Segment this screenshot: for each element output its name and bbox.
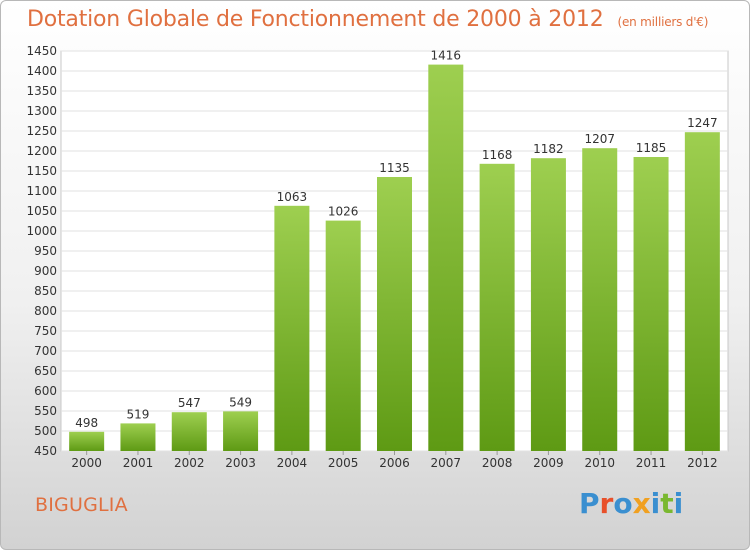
logo-letter: o xyxy=(613,487,633,520)
city-name: BIGUGLIA xyxy=(35,494,128,516)
y-tick-label: 1300 xyxy=(26,104,57,118)
logo-letter: x xyxy=(632,487,651,520)
bar-2008 xyxy=(479,163,515,452)
bar-2009 xyxy=(530,158,566,451)
x-tick-label: 2001 xyxy=(123,456,154,470)
chart-title: Dotation Globale de Fonctionnement de 20… xyxy=(27,7,708,32)
x-tick-label: 2004 xyxy=(277,456,308,470)
logo-letter: r xyxy=(599,487,614,520)
bar-2010 xyxy=(582,148,618,451)
x-tick-label: 2002 xyxy=(174,456,205,470)
bar-2000 xyxy=(69,431,105,451)
bar-value-label: 519 xyxy=(127,407,150,421)
bar-2011 xyxy=(633,157,669,451)
x-tick-label: 2006 xyxy=(379,456,410,470)
y-tick-label: 1200 xyxy=(26,144,57,158)
y-tick-label: 550 xyxy=(34,404,57,418)
x-tick-label: 2009 xyxy=(533,456,564,470)
x-tick-label: 2007 xyxy=(431,456,462,470)
x-axis-ticks: 2000 2001 2002 2003 2004 2005 2006 2007 2008 2009… xyxy=(71,451,718,470)
y-tick-label: 1350 xyxy=(26,84,57,98)
y-axis-ticks: 450 500 550 600 650 700 750 800 850 900 950 1000 105… xyxy=(26,44,57,458)
bar-value-label: 1207 xyxy=(584,132,615,146)
bar-2005 xyxy=(325,220,361,451)
y-tick-label: 1250 xyxy=(26,124,57,138)
y-tick-label: 500 xyxy=(34,424,57,438)
logo-letter: i xyxy=(673,487,684,520)
x-tick-label: 2011 xyxy=(636,456,667,470)
logo-letter: t xyxy=(660,487,674,520)
x-tick-label: 2008 xyxy=(482,456,513,470)
y-tick-label: 650 xyxy=(34,364,57,378)
bar-2003 xyxy=(223,411,259,451)
logo-letter: i xyxy=(650,487,661,520)
y-tick-label: 1150 xyxy=(26,164,57,178)
bar-value-label: 549 xyxy=(229,395,252,409)
y-tick-label: 600 xyxy=(34,384,57,398)
x-tick-label: 2000 xyxy=(71,456,102,470)
y-tick-label: 950 xyxy=(34,244,57,258)
x-tick-label: 2012 xyxy=(687,456,718,470)
bar-2004 xyxy=(274,205,310,451)
bar-2012 xyxy=(684,132,720,451)
y-tick-label: 750 xyxy=(34,324,57,338)
bar-value-label: 1416 xyxy=(431,49,462,63)
bar-value-label: 1026 xyxy=(328,205,359,219)
y-tick-label: 1400 xyxy=(26,64,57,78)
bar-2007 xyxy=(428,64,464,451)
bar-value-label: 1135 xyxy=(379,161,410,175)
y-tick-label: 700 xyxy=(34,344,57,358)
x-tick-label: 2010 xyxy=(584,456,615,470)
bar-value-label: 1182 xyxy=(533,142,564,156)
bar-value-label: 498 xyxy=(75,416,98,430)
logo-letter: P xyxy=(579,487,600,520)
x-tick-label: 2005 xyxy=(328,456,359,470)
y-tick-label: 1000 xyxy=(26,224,57,238)
y-tick-label: 1450 xyxy=(26,44,57,58)
bar-2002 xyxy=(171,412,207,451)
bar-value-label: 547 xyxy=(178,396,201,410)
chart-title-text: Dotation Globale de Fonctionnement de 20… xyxy=(27,7,604,32)
y-tick-label: 900 xyxy=(34,264,57,278)
chart-unit: (en milliers d'€) xyxy=(617,15,709,29)
proxiti-logo[interactable]: Proxiti xyxy=(579,487,683,520)
y-tick-label: 1050 xyxy=(26,204,57,218)
x-tick-label: 2003 xyxy=(225,456,256,470)
bar-value-label: 1185 xyxy=(636,141,667,155)
y-tick-label: 450 xyxy=(34,444,57,458)
y-tick-label: 850 xyxy=(34,284,57,298)
y-tick-label: 1100 xyxy=(26,184,57,198)
bar-value-label: 1168 xyxy=(482,148,513,162)
bar-2006 xyxy=(377,177,412,451)
bar-2001 xyxy=(120,423,156,451)
bars: 498 519 547 549 1063 1026 1135 1416 1168 1182 1207… xyxy=(69,49,720,452)
bar-value-label: 1247 xyxy=(687,116,718,130)
bar-value-label: 1063 xyxy=(277,190,308,204)
y-tick-label: 800 xyxy=(34,304,57,318)
